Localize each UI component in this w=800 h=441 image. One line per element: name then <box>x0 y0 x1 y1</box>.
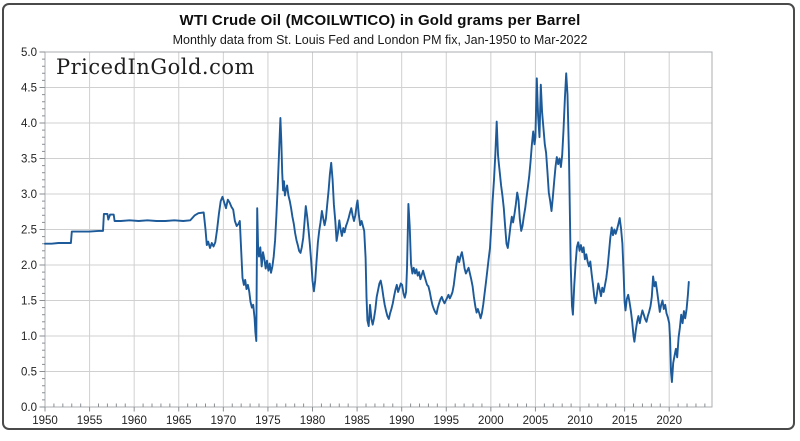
x-tick-label: 1965 <box>166 415 192 427</box>
x-tick-label: 1985 <box>344 415 370 427</box>
y-tick-label: 2.0 <box>21 260 37 272</box>
x-tick-label: 1970 <box>211 415 237 427</box>
y-tick-label: 4.5 <box>21 83 37 95</box>
x-tick-label: 1975 <box>255 415 281 427</box>
chart-window: WTI Crude Oil (MCOILWTICO) in Gold grams… <box>2 3 795 430</box>
y-tick-label: 0.0 <box>21 402 37 414</box>
y-tick-label: 3.0 <box>21 189 37 201</box>
y-tick-label: 2.5 <box>21 225 37 237</box>
x-tick-label: 1995 <box>433 415 459 427</box>
x-tick-label: 2010 <box>567 415 593 427</box>
y-tick-label: 5.0 <box>21 47 37 59</box>
x-tick-label: 2020 <box>656 415 682 427</box>
chart-title: WTI Crude Oil (MCOILWTICO) in Gold grams… <box>179 12 581 29</box>
data-line-wti-in-gold <box>44 72 690 384</box>
x-tick-label: 2000 <box>478 415 504 427</box>
x-tick-label: 2005 <box>523 415 549 427</box>
y-tick-label: 0.5 <box>21 367 37 379</box>
x-tick-label: 2015 <box>612 415 638 427</box>
x-tick-label: 1955 <box>77 415 103 427</box>
y-tick-label: 4.0 <box>21 118 37 130</box>
plot-area: 1950 1955 1960 1965 1970 1975 1980 1985 1990 1995… <box>21 47 713 427</box>
x-tick-label: 1990 <box>389 415 415 427</box>
x-tick-label: 1950 <box>32 415 58 427</box>
chart-subtitle: Monthly data from St. Louis Fed and Lond… <box>172 33 588 47</box>
x-tick-label: 1980 <box>300 415 326 427</box>
y-tick-label: 1.0 <box>21 331 37 343</box>
y-tick-label: 1.5 <box>21 296 37 308</box>
watermark-pricedingold: PricedInGold.com <box>56 55 255 79</box>
x-tick-label: 1960 <box>121 415 147 427</box>
y-tick-label: 3.5 <box>21 154 37 166</box>
